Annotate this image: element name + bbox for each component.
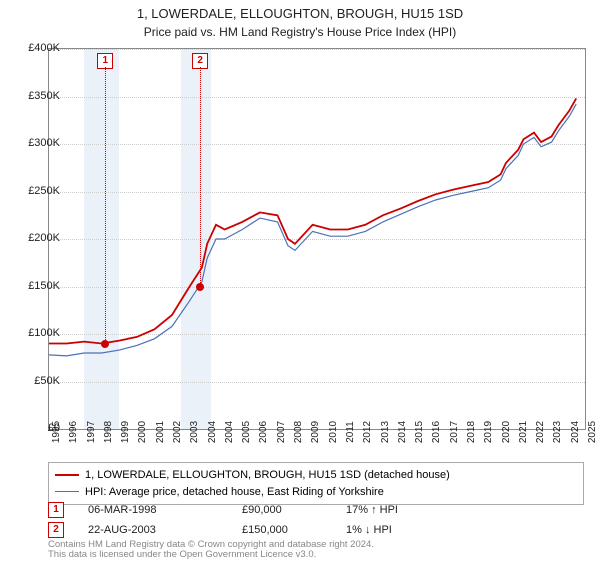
x-axis-label: 2006 [258, 421, 269, 443]
transaction-price: £90,000 [242, 504, 322, 516]
x-axis-label: 1998 [103, 421, 114, 443]
x-axis-label: 2004 [207, 421, 218, 443]
chart-marker-line [200, 67, 201, 287]
transaction-row: 2 22-AUG-2003 £150,000 1% ↓ HPI [48, 522, 436, 538]
x-axis-label: 2004 [224, 421, 235, 443]
x-axis-label: 2014 [397, 421, 408, 443]
legend-label: 1, LOWERDALE, ELLOUGHTON, BROUGH, HU15 1… [85, 467, 450, 484]
x-axis-label: 2001 [155, 421, 166, 443]
transaction-date: 22-AUG-2003 [88, 524, 218, 536]
x-axis-label: 2022 [535, 421, 546, 443]
x-axis-label: 2009 [310, 421, 321, 443]
x-axis-label: 2025 [587, 421, 598, 443]
legend-item: HPI: Average price, detached house, East… [55, 484, 577, 501]
y-axis-label: £250K [10, 185, 60, 197]
y-axis-label: £100K [10, 327, 60, 339]
x-axis-label: 2015 [414, 421, 425, 443]
x-axis-label: 2013 [380, 421, 391, 443]
transaction-pct: 1% ↓ HPI [346, 524, 436, 536]
y-axis-label: £300K [10, 137, 60, 149]
y-axis-label: £200K [10, 232, 60, 244]
chart-marker-dot [101, 340, 109, 348]
y-axis-label: £150K [10, 280, 60, 292]
transaction-marker-2: 2 [48, 522, 64, 538]
x-axis-label: 2024 [570, 421, 581, 443]
legend-item: 1, LOWERDALE, ELLOUGHTON, BROUGH, HU15 1… [55, 467, 577, 484]
x-axis-label: 2023 [552, 421, 563, 443]
legend-swatch [55, 474, 79, 476]
transaction-date: 06-MAR-1998 [88, 504, 218, 516]
x-axis-label: 2018 [466, 421, 477, 443]
transaction-marker-1: 1 [48, 502, 64, 518]
x-axis-label: 2016 [431, 421, 442, 443]
chart-title: 1, LOWERDALE, ELLOUGHTON, BROUGH, HU15 1… [0, 0, 600, 23]
x-axis-label: 2010 [328, 421, 339, 443]
x-axis-label: 2011 [345, 421, 356, 443]
transaction-row: 1 06-MAR-1998 £90,000 17% ↑ HPI [48, 502, 436, 518]
chart-marker-dot [196, 283, 204, 291]
x-axis-label: 1995 [51, 421, 62, 443]
chart-series-line [49, 98, 576, 343]
x-axis-label: 2003 [189, 421, 200, 443]
chart-subtitle: Price paid vs. HM Land Registry's House … [0, 23, 600, 43]
footer-line: This data is licensed under the Open Gov… [48, 550, 374, 560]
x-axis-label: 2002 [172, 421, 183, 443]
x-axis-label: 2021 [518, 421, 529, 443]
y-axis-label: £50K [10, 375, 60, 387]
x-axis-label: 2008 [293, 421, 304, 443]
chart-legend: 1, LOWERDALE, ELLOUGHTON, BROUGH, HU15 1… [48, 462, 584, 505]
x-axis-label: 2020 [501, 421, 512, 443]
chart-marker-line [105, 67, 106, 344]
x-axis-label: 2005 [241, 421, 252, 443]
chart-series-line [49, 104, 576, 356]
x-axis-label: 1997 [86, 421, 97, 443]
y-axis-label: £350K [10, 90, 60, 102]
transaction-price: £150,000 [242, 524, 322, 536]
footer-attribution: Contains HM Land Registry data © Crown c… [48, 540, 374, 561]
x-axis-label: 1999 [120, 421, 131, 443]
x-axis-label: 1996 [68, 421, 79, 443]
x-axis-label: 2019 [483, 421, 494, 443]
x-axis-label: 2007 [276, 421, 287, 443]
legend-swatch [55, 491, 79, 492]
transaction-pct: 17% ↑ HPI [346, 504, 436, 516]
x-axis-label: 2012 [362, 421, 373, 443]
chart-plot-area: 12 [48, 48, 586, 430]
x-axis-label: 2017 [449, 421, 460, 443]
legend-label: HPI: Average price, detached house, East… [85, 484, 384, 501]
y-axis-label: £400K [10, 42, 60, 54]
x-axis-label: 2000 [137, 421, 148, 443]
